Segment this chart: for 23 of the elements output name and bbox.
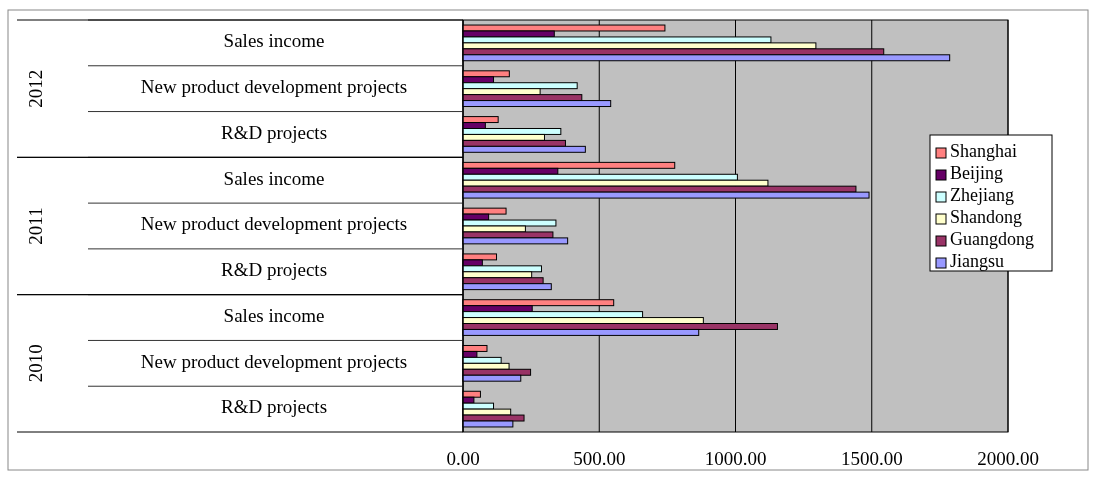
y-tick-label: Sales income bbox=[223, 304, 325, 326]
legend-label: Shandong bbox=[950, 207, 1022, 228]
text: 2011 bbox=[25, 207, 47, 245]
y-tick-label: Sales income bbox=[223, 167, 325, 189]
legend-label: Shanghai bbox=[950, 141, 1017, 162]
y-tick-label: New product development projects bbox=[140, 213, 408, 235]
y-tick-label: New product development projects bbox=[140, 76, 408, 98]
y-tick-label: Sales income bbox=[223, 30, 325, 52]
text: 2010 bbox=[25, 344, 47, 383]
y-tick-label: R&D projects bbox=[220, 121, 328, 143]
legend-label: Zhejiang bbox=[950, 185, 1014, 206]
y-tick-label: New product development projects bbox=[140, 350, 408, 372]
x-tick-label: 1000.00 bbox=[704, 448, 767, 469]
legend-label: Jiangsu bbox=[950, 251, 1004, 272]
x-tick-label: 0.00 bbox=[446, 448, 480, 469]
legend-label: Beijing bbox=[950, 163, 1003, 184]
legend-label: Guangdong bbox=[950, 229, 1034, 250]
y-tick-label: R&D projects bbox=[220, 396, 328, 418]
x-tick-label: 1500.00 bbox=[840, 448, 903, 469]
x-tick-label: 2000.00 bbox=[977, 448, 1039, 469]
y-tick-label: R&D projects bbox=[220, 259, 328, 281]
text: 2012 bbox=[25, 69, 47, 108]
x-tick-label: 500.00 bbox=[573, 448, 626, 469]
